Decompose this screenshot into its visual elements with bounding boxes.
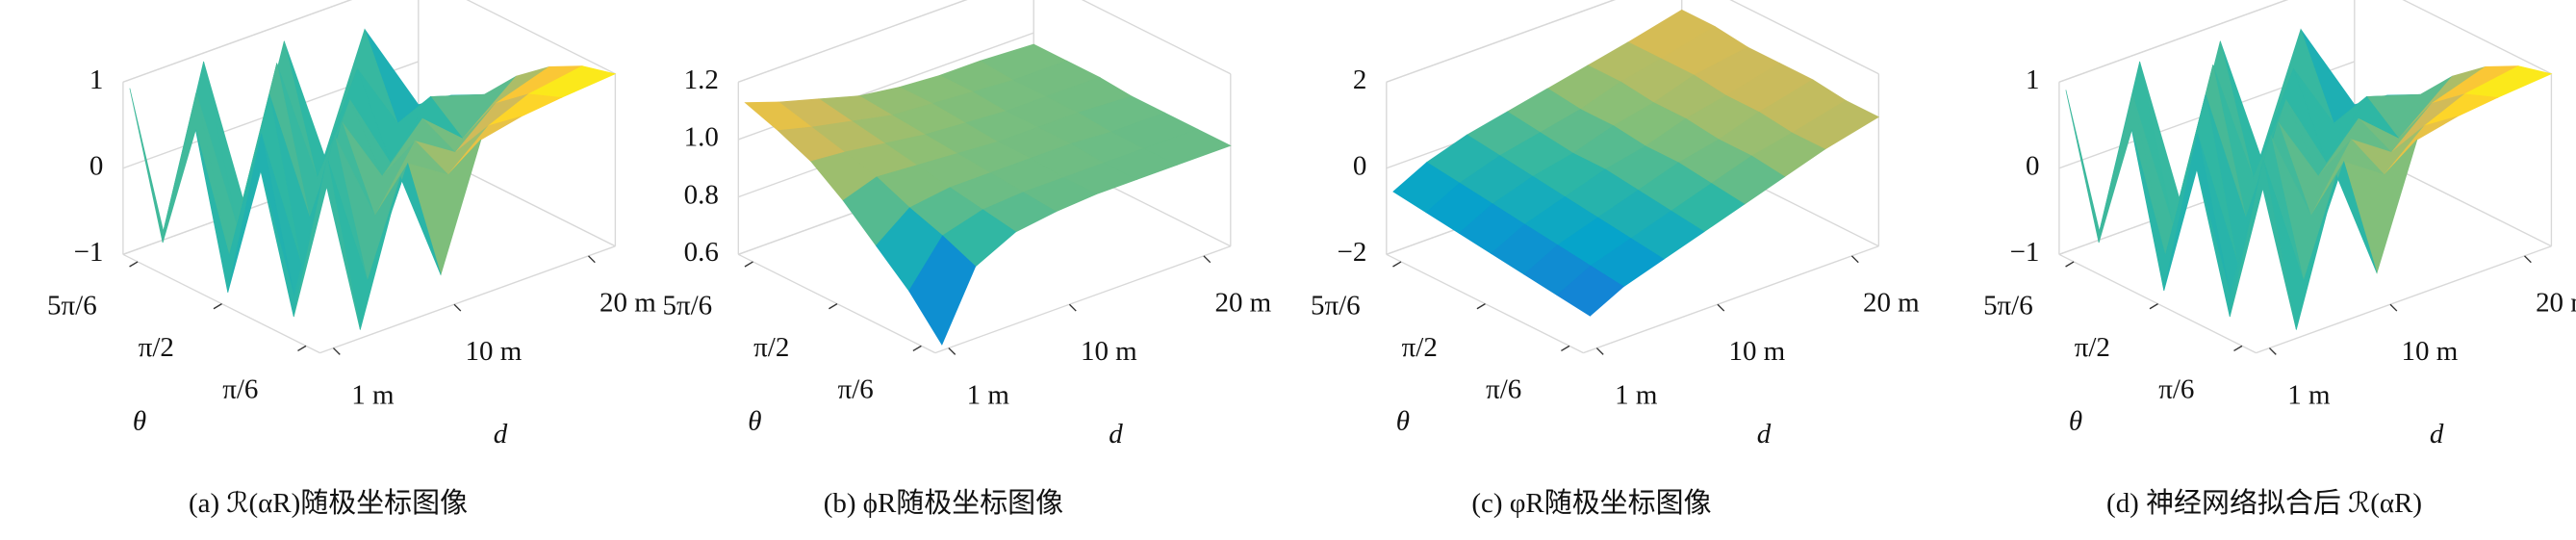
d-tick-label: 20 m <box>1214 288 1271 319</box>
z-tick-label: −1 <box>2010 237 2040 268</box>
d-tick-label: 20 m <box>599 288 656 319</box>
box-edge <box>319 245 616 354</box>
theta-tick <box>297 345 307 352</box>
surface-patch <box>2065 90 2133 244</box>
theta-tick <box>1392 261 1402 268</box>
theta-tick <box>912 345 922 352</box>
y-axis-label: θ <box>1396 406 1410 437</box>
z-tick-label: 1 <box>2026 64 2039 95</box>
theta-tick <box>2149 303 2158 310</box>
z-tick-label: 2 <box>1353 64 1366 95</box>
z-tick-label: −2 <box>1338 237 1367 268</box>
box-edge <box>1081 0 1232 75</box>
d-tick <box>948 347 956 355</box>
x-axis-label: d <box>1757 419 1772 450</box>
d-tick <box>332 347 341 355</box>
z-tick-label: 0 <box>89 150 103 181</box>
z-tick-label: 0 <box>1353 150 1366 181</box>
box-edge <box>934 245 1232 354</box>
d-tick-label: 1 m <box>351 379 395 410</box>
x-axis-label: d <box>1109 419 1123 450</box>
caption: (a) ℛ(αR)随极坐标图像 <box>189 488 468 519</box>
theta-tick-label: 5π/6 <box>1311 290 1361 321</box>
caption: (b) ϕR随极坐标图像 <box>824 488 1063 519</box>
theta-tick <box>829 303 838 310</box>
theta-tick-label: π/2 <box>139 332 174 363</box>
surface-patch <box>293 158 361 330</box>
d-tick-label: 1 m <box>967 379 1010 410</box>
d-tick <box>1595 347 1604 355</box>
theta-tick-label: π/6 <box>2158 374 2194 405</box>
d-tick-label: 10 m <box>1081 336 1137 367</box>
box-edge <box>1729 0 1879 75</box>
theta-tick-label: π/6 <box>222 374 258 405</box>
d-tick <box>453 303 462 312</box>
theta-tick <box>129 261 139 268</box>
z-tick-label: 1.2 <box>684 64 719 95</box>
grid-line <box>1386 0 1616 83</box>
d-tick <box>1850 255 1859 264</box>
theta-tick-label: π/6 <box>1486 374 1521 405</box>
d-tick <box>1068 303 1077 312</box>
surface-patch <box>908 235 977 346</box>
theta-tick <box>1561 345 1570 352</box>
d-tick-label: 10 m <box>1728 336 1785 367</box>
d-tick <box>2389 303 2398 312</box>
theta-tick <box>2233 345 2243 352</box>
grid-line <box>2058 0 2289 83</box>
theta-tick-label: 5π/6 <box>1983 290 2033 321</box>
d-tick-label: 1 m <box>1615 379 1658 410</box>
theta-tick-label: π/2 <box>1402 332 1438 363</box>
x-axis-label: d <box>2430 419 2444 450</box>
box-edge <box>466 0 616 75</box>
d-tick-label: 20 m <box>1863 288 1920 319</box>
theta-tick-label: 5π/6 <box>662 290 712 321</box>
d-tick-label: 10 m <box>2402 336 2459 367</box>
theta-tick-label: π/2 <box>753 332 789 363</box>
surface-patch <box>1556 265 1624 317</box>
d-tick <box>1203 255 1211 264</box>
d-tick <box>1717 303 1725 312</box>
box-edge <box>2402 0 2552 75</box>
box-edge <box>2256 245 2552 354</box>
theta-tick <box>1476 303 1486 310</box>
d-tick-label: 20 m <box>2536 288 2576 319</box>
z-tick-label: 1.0 <box>684 122 719 153</box>
theta-tick <box>2065 261 2075 268</box>
z-tick-label: 0 <box>2026 150 2039 181</box>
grid-line <box>122 0 353 83</box>
z-tick-label: 0.6 <box>684 237 719 268</box>
theta-tick-label: 5π/6 <box>47 290 97 321</box>
d-tick <box>2524 255 2532 264</box>
grid-line <box>738 0 968 83</box>
y-axis-label: θ <box>133 406 146 437</box>
caption: (d) 神经网络拟合后 ℛ(αR) <box>2106 488 2422 519</box>
d-tick <box>588 255 596 264</box>
theta-tick <box>213 303 222 310</box>
theta-tick <box>744 261 753 268</box>
d-tick <box>2268 347 2277 355</box>
box-edge <box>1583 245 1879 354</box>
surface-patch <box>2229 160 2297 330</box>
theta-tick-label: π/2 <box>2075 332 2110 363</box>
theta-tick-label: π/6 <box>838 374 874 405</box>
d-tick-label: 1 m <box>2287 379 2331 410</box>
x-axis-label: d <box>494 419 508 450</box>
z-tick-label: 0.8 <box>684 179 719 210</box>
z-tick-label: 1 <box>89 64 103 95</box>
caption: (c) φR随极坐标图像 <box>1471 488 1711 519</box>
d-tick-label: 10 m <box>466 336 523 367</box>
z-tick-label: −1 <box>74 237 104 268</box>
y-axis-label: θ <box>2069 406 2082 437</box>
y-axis-label: θ <box>748 406 761 437</box>
surface-patch <box>129 88 197 244</box>
